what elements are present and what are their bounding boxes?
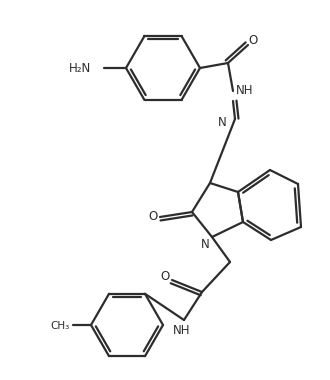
Text: NH: NH <box>236 84 254 98</box>
Text: O: O <box>160 271 170 283</box>
Text: N: N <box>201 239 209 252</box>
Text: O: O <box>248 33 258 46</box>
Text: N: N <box>218 116 227 128</box>
Text: NH: NH <box>173 323 191 337</box>
Text: O: O <box>148 211 158 223</box>
Text: H₂N: H₂N <box>69 62 91 74</box>
Text: CH₃: CH₃ <box>51 321 70 331</box>
